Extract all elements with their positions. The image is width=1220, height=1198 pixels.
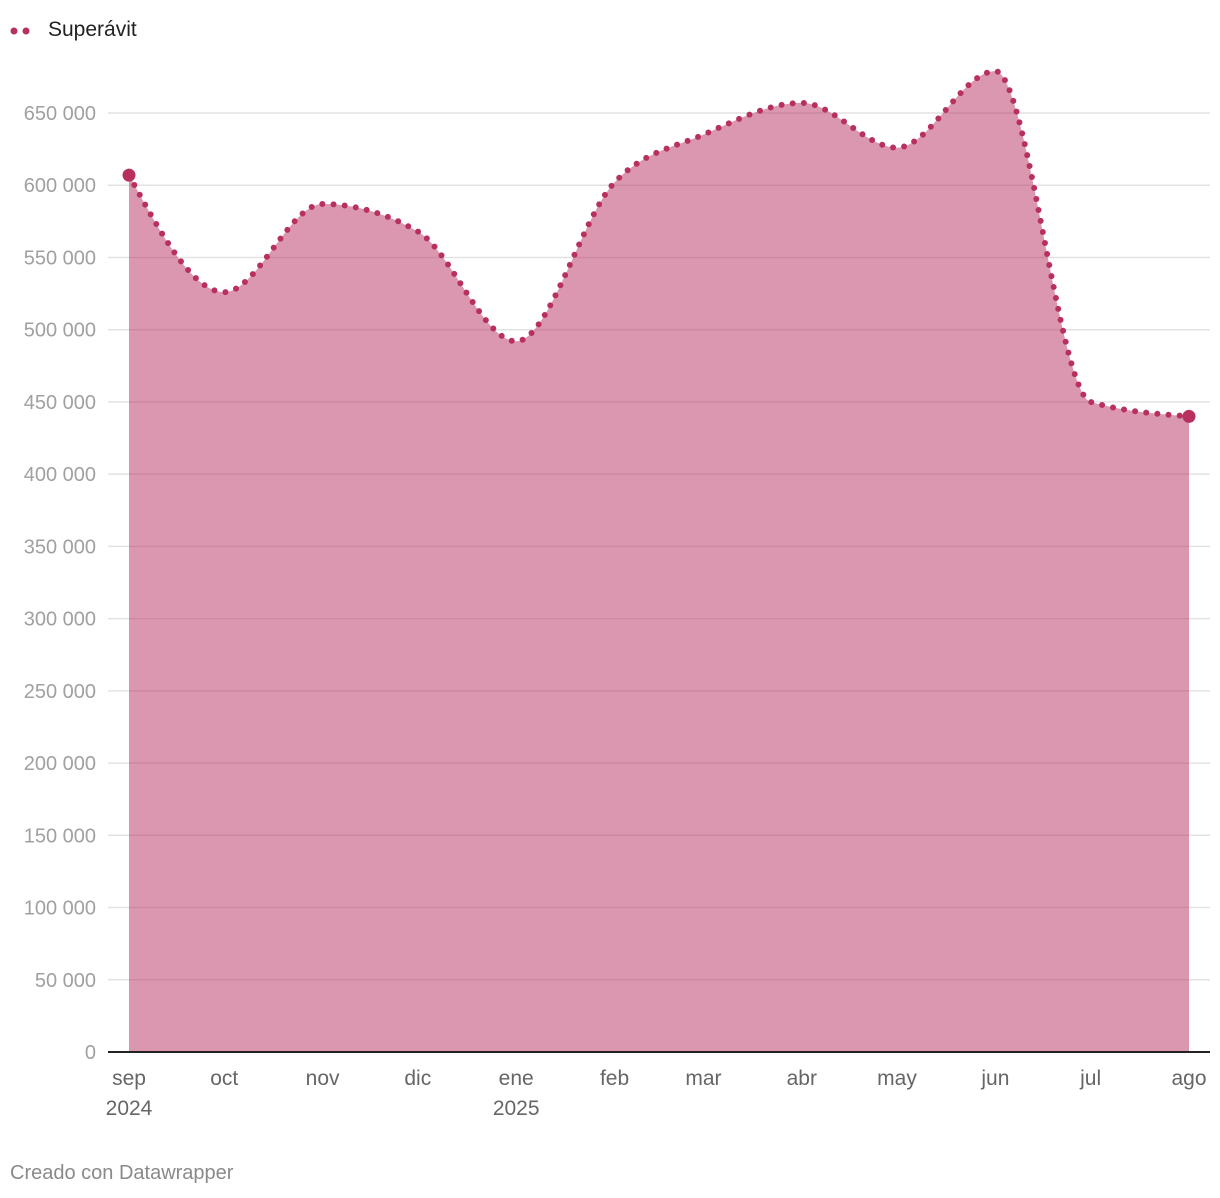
y-tick-label: 300 000 — [24, 609, 96, 631]
y-tick-label: 200 000 — [24, 753, 96, 775]
y-tick-label: 650 000 — [24, 103, 96, 125]
x-tick-label: dic — [404, 1067, 431, 1090]
y-tick-label: 150 000 — [24, 825, 96, 847]
area-fill — [129, 71, 1189, 1053]
data-point — [986, 62, 1004, 80]
y-tick-label: 0 — [85, 1042, 96, 1064]
line-layer — [126, 68, 1192, 420]
data-point — [606, 173, 624, 191]
legend: Superávit — [10, 16, 410, 46]
x-tick-year-label: 2025 — [493, 1097, 540, 1120]
data-point — [314, 195, 332, 213]
end-point-marker — [1182, 409, 1196, 423]
area-layer — [129, 71, 1189, 1053]
dotted-line-swatch-icon — [10, 27, 30, 35]
x-tick-label: mar — [685, 1067, 721, 1090]
x-tick-label: abr — [787, 1067, 817, 1090]
y-tick-label: 250 000 — [24, 681, 96, 703]
y-tick-label: 600 000 — [24, 175, 96, 197]
area-chart: 0 50 000 100 000 150 000 200 000 250 000 300 0… — [24, 62, 1210, 1120]
footer-credit: Creado con Datawrapper — [10, 1162, 234, 1184]
x-tick-year-label: 2024 — [106, 1097, 153, 1120]
legend-dot — [10, 27, 18, 35]
x-tick-label: ene — [499, 1067, 534, 1090]
x-tick-label: sep — [112, 1067, 146, 1090]
data-point — [1082, 393, 1100, 411]
y-tick-label: 500 000 — [24, 320, 96, 342]
axes: 0 50 000 100 000 150 000 200 000 250 000 300 0… — [24, 103, 1210, 1120]
y-tick-label: 400 000 — [24, 464, 96, 486]
y-tick-label: 450 000 — [24, 392, 96, 414]
data-point — [215, 283, 233, 301]
data-point — [507, 332, 525, 350]
data-point — [888, 139, 906, 157]
x-tick-label: feb — [600, 1067, 629, 1090]
x-tick-label: ago — [1171, 1067, 1206, 1090]
y-tick-label: 550 000 — [24, 247, 96, 269]
y-tick-label: 50 000 — [35, 970, 96, 992]
x-tick-label: may — [877, 1067, 917, 1090]
data-point — [409, 222, 427, 240]
start-point-marker — [122, 168, 136, 182]
series-line — [126, 68, 1192, 420]
x-tick-label: jul — [1079, 1067, 1101, 1090]
data-point — [694, 126, 712, 144]
legend-dot — [22, 27, 30, 35]
legend-label: Superávit — [48, 18, 137, 41]
x-tick-label: oct — [210, 1067, 238, 1090]
y-tick-label: 350 000 — [24, 536, 96, 558]
y-tick-label: 100 000 — [24, 898, 96, 920]
data-points — [122, 62, 1196, 423]
x-tick-label: nov — [306, 1067, 340, 1090]
x-tick-label: jun — [980, 1067, 1009, 1090]
data-point — [793, 94, 811, 112]
